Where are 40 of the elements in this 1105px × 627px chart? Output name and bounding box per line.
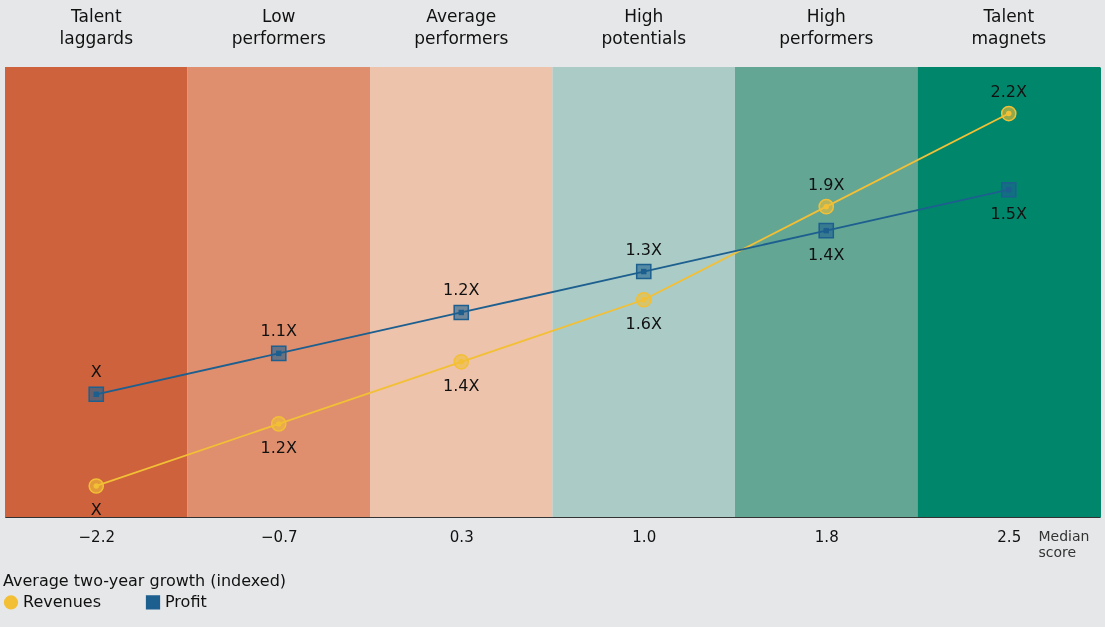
point: [453, 304, 470, 321]
data-label: 1.5X: [990, 203, 1027, 223]
legend-label: Profit: [165, 592, 207, 612]
x-tick-label: −0.7: [261, 527, 298, 546]
band-label: Average performers: [414, 6, 509, 48]
point: [1000, 105, 1017, 122]
point: [270, 345, 287, 362]
point: [818, 222, 835, 239]
band-label: High performers: [779, 6, 874, 48]
x-tick-label: −2.2: [78, 527, 115, 546]
point: [453, 354, 470, 370]
data-label: 1.2X: [260, 437, 297, 457]
data-label: X: [90, 499, 102, 519]
data-label: 1.3X: [625, 239, 662, 259]
band-label: Low performers: [231, 6, 326, 48]
data-label: 1.4X: [808, 244, 845, 264]
data-label: 1.2X: [443, 280, 480, 300]
band-label: Talent laggards: [59, 6, 134, 48]
point: [88, 478, 105, 494]
data-label: 1.1X: [260, 321, 297, 341]
x-tick-label: 2.5: [997, 527, 1022, 546]
band-label: Talent magnets: [971, 6, 1047, 48]
legend-title: Average two-year growth (indexed): [3, 571, 287, 590]
data-label: 2.2X: [990, 81, 1027, 101]
data-label: 1.6X: [625, 313, 662, 333]
band-label: High potentials: [601, 6, 687, 48]
point: [270, 416, 287, 432]
x-tick-label: 0.3: [449, 527, 474, 546]
point: [635, 263, 652, 280]
x-tick-label: 1.8: [814, 527, 839, 546]
point: [635, 291, 652, 308]
data-label: 1.4X: [443, 375, 480, 395]
x-axis-title: Median score: [1038, 527, 1090, 560]
x-tick-label: 1.0: [632, 527, 657, 546]
data-label: 1.9X: [808, 174, 845, 194]
point: [818, 198, 835, 215]
point: [1000, 181, 1017, 198]
point: [88, 386, 105, 403]
legend-label: Revenues: [23, 592, 102, 612]
data-label: X: [90, 362, 102, 382]
